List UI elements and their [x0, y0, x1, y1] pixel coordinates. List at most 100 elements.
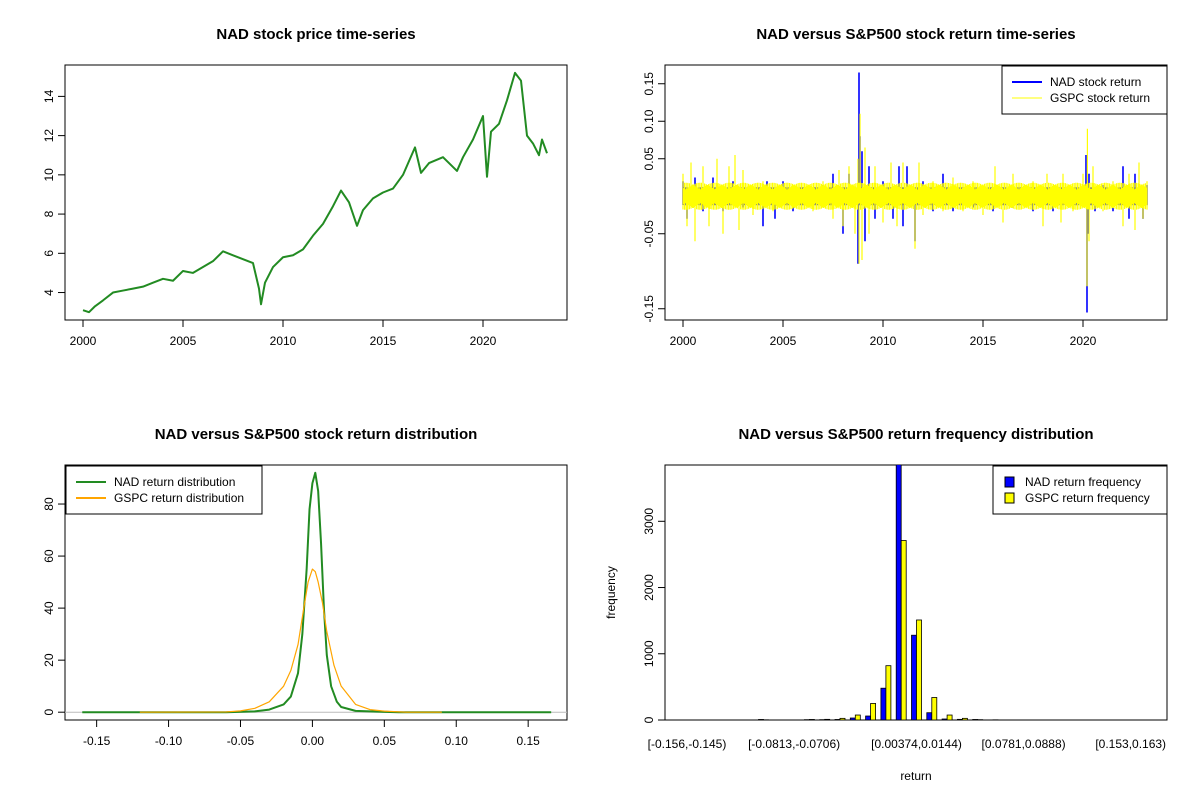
x-tick-label: 2015: [970, 334, 997, 348]
x-tick-label: 2020: [470, 334, 497, 348]
y-axis-label: frequency: [604, 566, 618, 619]
chart-title: NAD versus S&P500 stock return distribut…: [155, 426, 478, 443]
legend-label: NAD stock return: [1050, 75, 1141, 89]
legend: NAD stock return GSPC stock return: [1001, 65, 1168, 115]
series-line-1: [139, 568, 442, 713]
bar-nad: [834, 719, 841, 720]
series-gspc-return: [682, 113, 1148, 287]
x-tick-label: [0.00374,0.0144): [871, 737, 962, 751]
y-tick-label: 12: [42, 129, 56, 143]
bar-gspc: [854, 714, 861, 720]
x-tick-label: [0.153,0.163): [1095, 737, 1166, 751]
bar-nad: [1125, 719, 1132, 720]
plot-frame: [64, 64, 568, 321]
x-axis-label: return: [900, 769, 931, 783]
bar-gspc: [946, 714, 953, 720]
bar-gspc: [885, 665, 892, 720]
bar-nad: [957, 718, 963, 720]
plot-frame: [64, 464, 568, 721]
bar-nad: [941, 718, 948, 720]
x-tick-label: 2000: [70, 334, 97, 348]
chart-title: NAD versus S&P500 return frequency distr…: [738, 426, 1093, 443]
bar-gspc: [962, 717, 968, 720]
bar-gspc: [839, 717, 846, 720]
x-tick-label: [0.0781,0.0888): [982, 737, 1066, 751]
panel-2: NAD versus S&P500 stock return time-seri…: [642, 26, 1168, 348]
legend: NAD return distribution GSPC return distr…: [65, 465, 263, 515]
x-tick-label: [-0.0813,-0.0706): [748, 737, 840, 751]
legend-label: NAD return distribution: [114, 475, 235, 489]
x-tick-label: 0.00: [301, 734, 325, 748]
x-tick-label: 0.05: [373, 734, 397, 748]
bar-gspc: [977, 719, 984, 720]
y-tick-label: 0.05: [642, 147, 656, 171]
y-tick-label: 6: [42, 250, 56, 257]
x-tick-label: 2010: [870, 334, 897, 348]
bar-gspc: [763, 719, 769, 720]
bar-gspc: [916, 619, 922, 720]
y-tick-label: 1000: [642, 640, 656, 667]
bar-gspc: [931, 697, 938, 720]
y-tick-label: 8: [42, 210, 56, 217]
bar-nad: [880, 687, 887, 720]
x-tick-label: 2015: [370, 334, 397, 348]
y-tick-label: 2000: [642, 574, 656, 601]
legend-box: [992, 465, 1168, 515]
x-tick-label: 2020: [1070, 334, 1097, 348]
y-tick-label: 4: [42, 289, 56, 296]
x-tick-label: 0.10: [445, 734, 469, 748]
x-tick-label: 0.15: [516, 734, 540, 748]
bar-nad: [849, 717, 856, 720]
legend-label: GSPC return distribution: [114, 491, 244, 505]
bar-nad: [972, 719, 979, 720]
plot-area: [82, 71, 548, 314]
y-tick-label: 60: [42, 549, 56, 563]
bar-nad: [911, 634, 917, 720]
y-tick-label: 0.10: [642, 109, 656, 133]
bar-nad: [681, 719, 688, 720]
x-tick-label: 2005: [770, 334, 797, 348]
y-tick-label: 40: [42, 601, 56, 615]
y-tick-label: 0: [42, 709, 56, 716]
plot-area: [681, 465, 1137, 720]
chart-title: NAD stock price time-series: [216, 26, 415, 43]
plot-area: [65, 471, 567, 714]
y-tick-label: 3000: [642, 508, 656, 535]
legend-box: [65, 465, 263, 515]
x-tick-label: 2005: [170, 334, 197, 348]
x-tick-label: 2010: [270, 334, 297, 348]
chart-title: NAD versus S&P500 stock return time-seri…: [756, 26, 1075, 43]
y-tick-label: 20: [42, 653, 56, 667]
bar-nad: [926, 712, 933, 720]
legend: NAD return frequency GSPC return frequenc…: [992, 465, 1168, 515]
series-line-0: [82, 71, 548, 314]
panel-4: NAD versus S&P500 return frequency distr…: [604, 426, 1168, 783]
bar-nad: [987, 719, 994, 720]
bar-gspc: [809, 719, 815, 720]
x-tick-label: -0.05: [227, 734, 255, 748]
x-tick-label: [-0.156,-0.145): [648, 737, 727, 751]
legend-label: GSPC stock return: [1050, 91, 1150, 105]
legend-label: GSPC return frequency: [1025, 491, 1150, 505]
bar-gspc: [824, 718, 831, 720]
series-line-0: [82, 471, 552, 714]
panel-3: NAD versus S&P500 stock return distribut…: [42, 426, 568, 748]
y-tick-label: 80: [42, 497, 56, 511]
bar-nad: [865, 715, 871, 720]
y-tick-label: 0.15: [642, 72, 656, 96]
y-tick-label: 0: [642, 716, 656, 723]
legend-swatch: [1004, 476, 1015, 488]
x-tick-label: 2000: [670, 334, 697, 348]
bar-gspc: [992, 719, 999, 720]
bar-nad: [758, 719, 764, 720]
y-tick-label: 14: [42, 89, 56, 103]
legend-box: [1001, 65, 1168, 115]
x-tick-label: -0.15: [83, 734, 111, 748]
bar-gspc: [870, 703, 876, 720]
legend-label: NAD return frequency: [1025, 475, 1141, 489]
panel-1: NAD stock price time-series 4 6 8 10 12 14 2000…: [42, 26, 568, 348]
y-tick-label: -0.15: [642, 295, 656, 323]
y-tick-label: -0.05: [642, 220, 656, 248]
bar-gspc: [900, 540, 907, 720]
plot-area: [682, 72, 1148, 313]
